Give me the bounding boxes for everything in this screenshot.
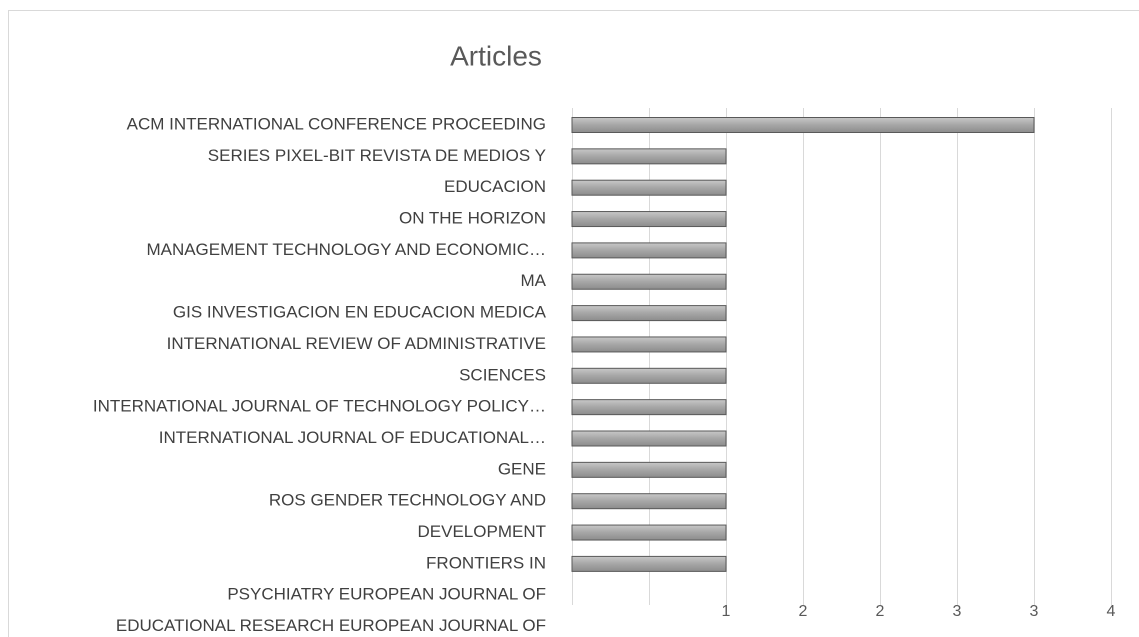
y-tick-label: MANAGEMENT TECHNOLOGY AND ECONOMIC… [146,240,546,259]
x-tick-label: 2 [876,603,885,620]
bar [571,148,727,165]
chart-title: Articles [450,40,542,71]
bar [571,179,727,196]
chart-border [8,10,1139,637]
bar [571,242,727,259]
y-tick-label: INTERNATIONAL REVIEW OF ADMINISTRATIVE [167,334,546,353]
bar [571,430,727,447]
x-tick-label: 3 [1030,603,1039,620]
y-tick-label: EDUCATIONAL RESEARCH EUROPEAN JOURNAL OF [116,616,546,635]
bar [571,367,727,384]
x-tick-label: 4 [1107,603,1116,620]
bar [571,524,727,541]
x-tick-label: 1 [722,603,731,620]
x-tick-label: 2 [799,603,808,620]
bar [571,273,727,290]
bar [571,493,727,510]
y-tick-label: SCIENCES [459,365,546,384]
y-tick-label: ROS GENDER TECHNOLOGY AND [269,491,546,510]
x-tick-label: 3 [953,603,962,620]
bar [571,399,727,416]
y-tick-label: PSYCHIATRY EUROPEAN JOURNAL OF [227,585,546,604]
y-tick-label: ACM INTERNATIONAL CONFERENCE PROCEEDING [127,114,546,133]
y-tick-label: GENE [498,459,546,478]
y-tick-label: SERIES PIXEL-BIT REVISTA DE MEDIOS Y [208,146,546,165]
bar [571,305,727,322]
y-tick-label: MA [521,271,547,290]
y-tick-label: INTERNATIONAL JOURNAL OF TECHNOLOGY POLI… [93,397,546,416]
y-tick-label: GIS INVESTIGACION EN EDUCACION MEDICA [173,303,547,322]
y-tick-label: DEVELOPMENT [418,522,546,541]
y-tick-label: EDUCACION [444,177,546,196]
bar [571,461,727,478]
bar [571,117,1035,133]
bar [571,555,727,572]
bar [571,211,727,228]
bar [571,336,727,353]
y-tick-label: ON THE HORIZON [399,209,546,228]
y-tick-label: INTERNATIONAL JOURNAL OF EDUCATIONAL… [159,428,546,447]
y-tick-label: FRONTIERS IN [426,553,546,572]
